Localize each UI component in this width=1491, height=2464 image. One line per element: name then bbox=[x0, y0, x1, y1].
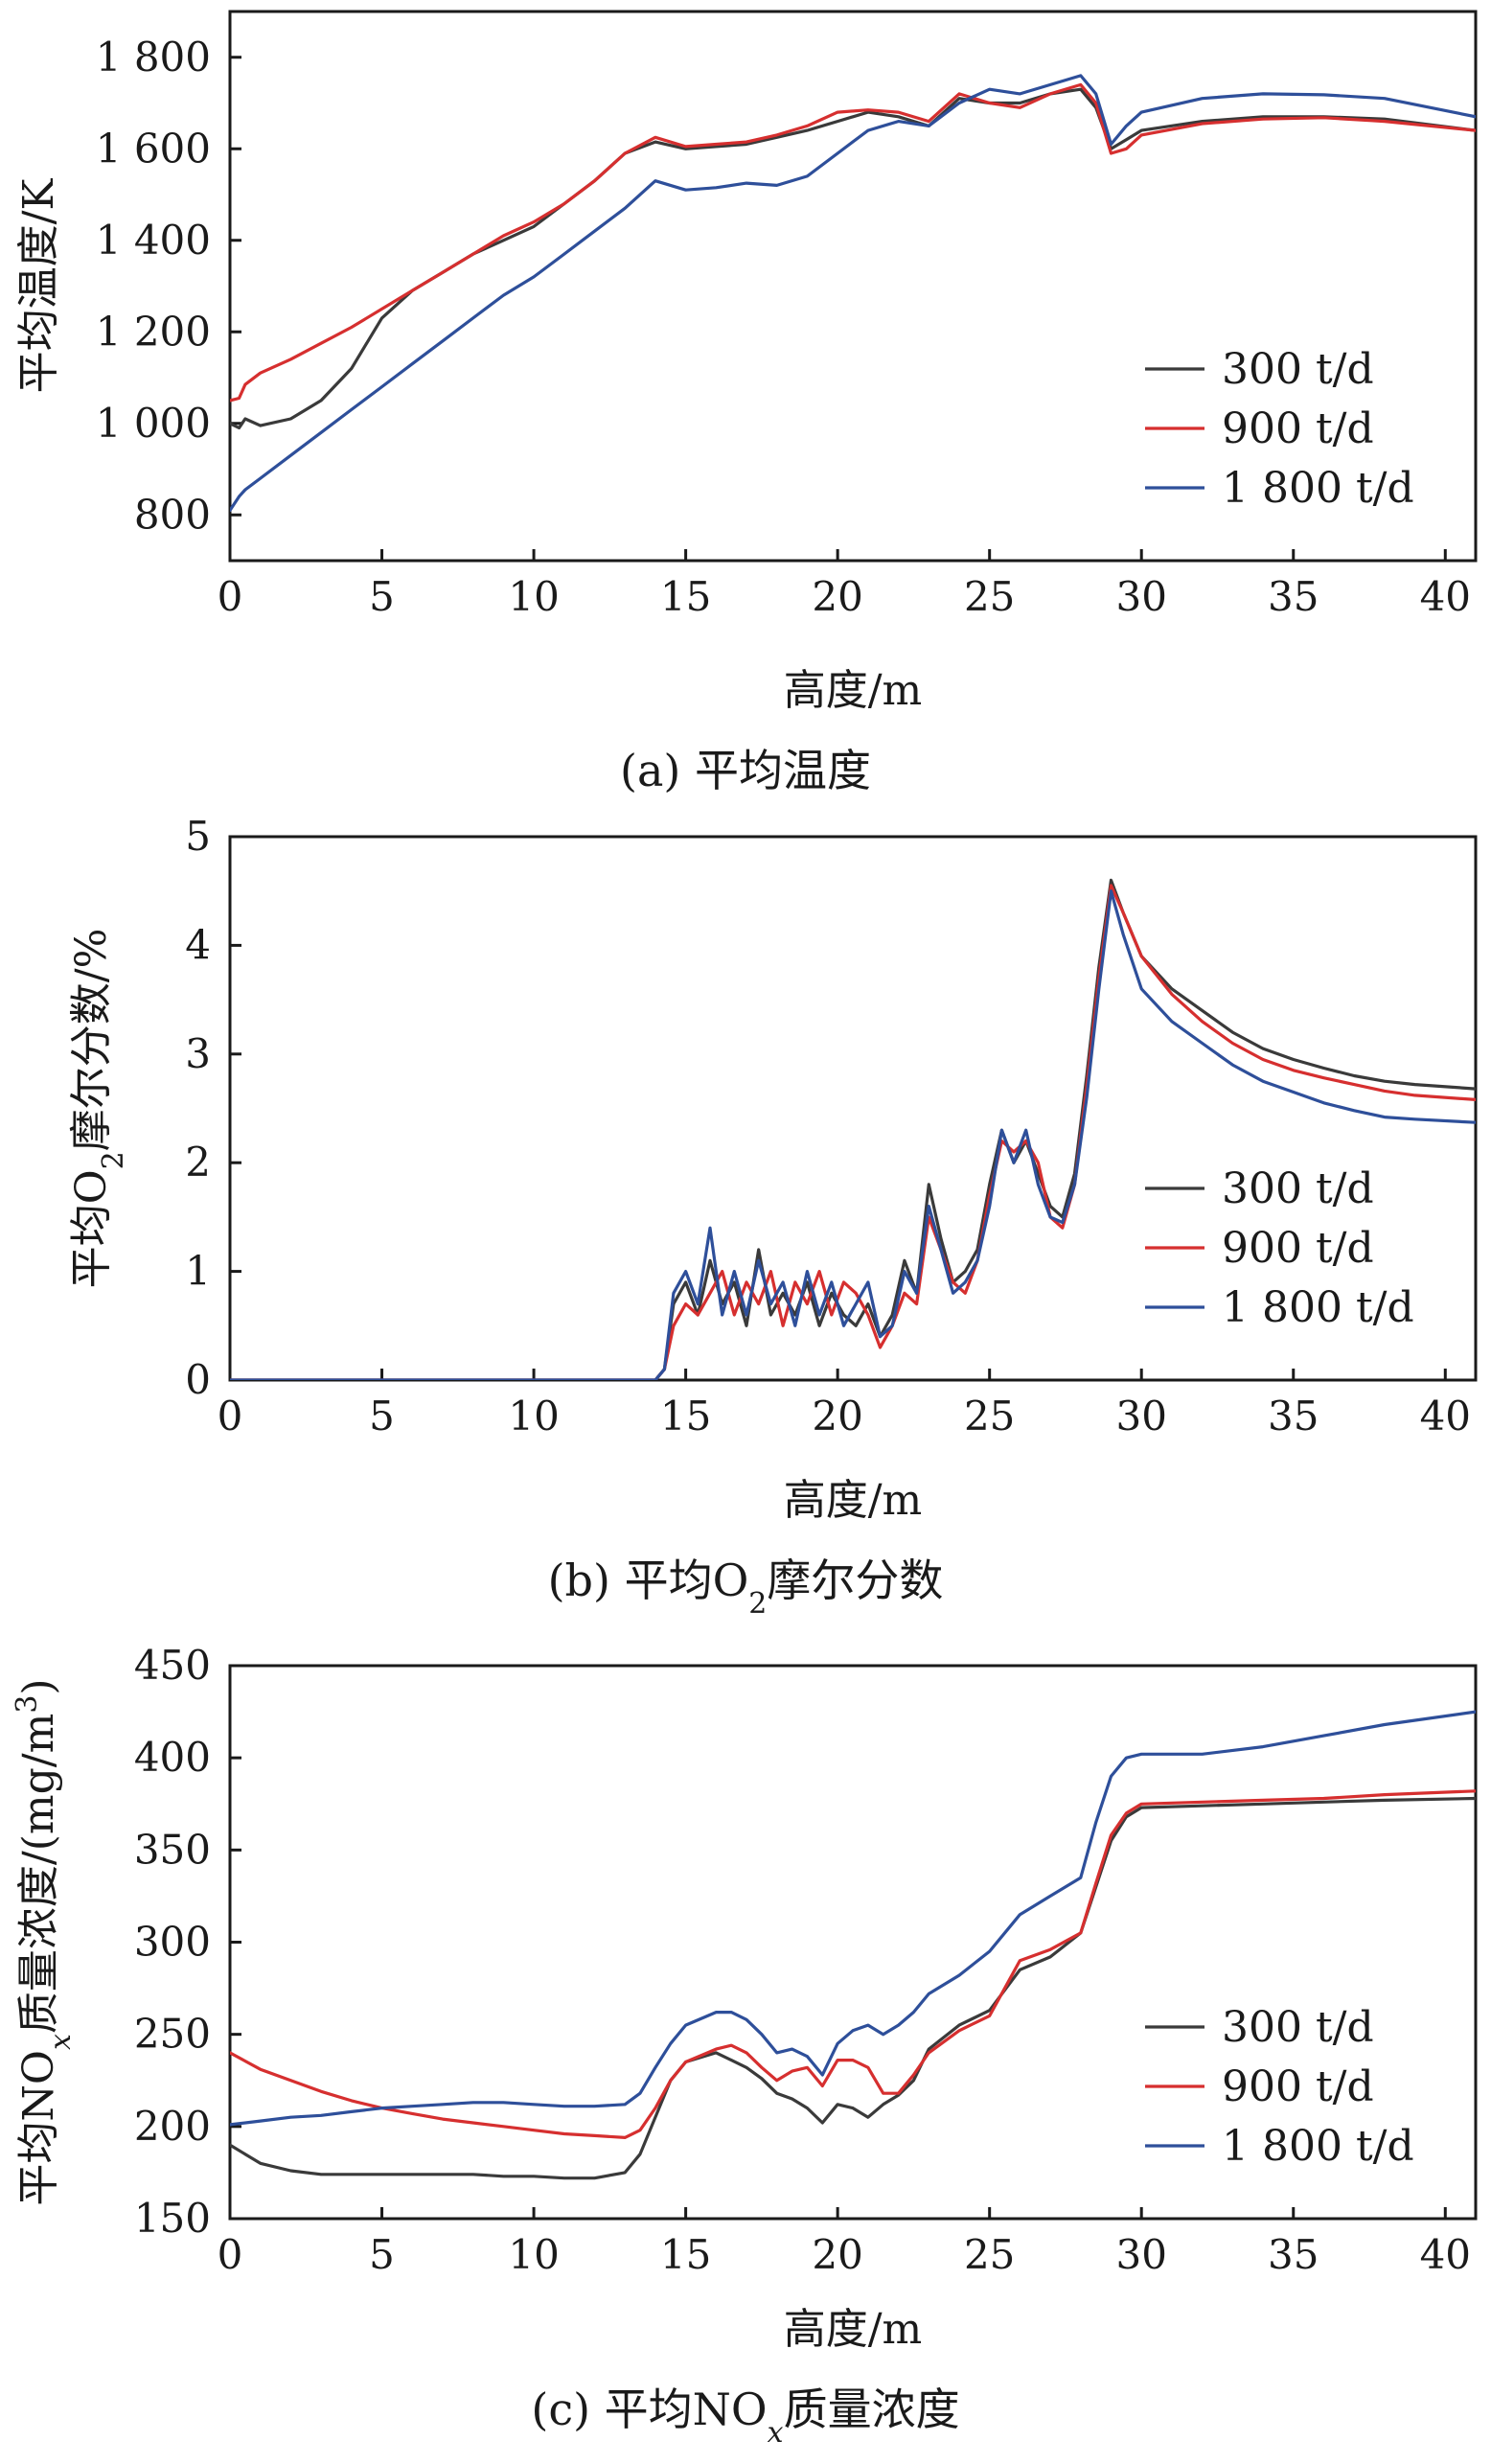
caption-part: (a) 平均温度 bbox=[620, 745, 871, 796]
y-tick-label: 200 bbox=[134, 2103, 211, 2150]
y-tick-label: 300 bbox=[134, 1919, 211, 1966]
x-tick-label: 35 bbox=[1268, 2231, 1319, 2278]
x-tick-label: 0 bbox=[218, 2231, 243, 2278]
legend-label: 300 t/d bbox=[1222, 2003, 1374, 2052]
x-tick-label: 30 bbox=[1115, 1393, 1166, 1439]
x-axis-label: 高度/m bbox=[784, 2305, 923, 2354]
x-axis-label: 高度/m bbox=[784, 666, 923, 715]
caption-part: 2 bbox=[748, 1587, 767, 1621]
legend-label: 1 800 t/d bbox=[1222, 464, 1414, 513]
plot-frame bbox=[228, 10, 1478, 563]
legend-label: 1 800 t/d bbox=[1222, 1283, 1414, 1332]
legend-label: 300 t/d bbox=[1222, 345, 1374, 394]
y-tick-label: 2 bbox=[185, 1139, 211, 1186]
legend-label: 900 t/d bbox=[1222, 404, 1374, 453]
y-tick-label: 5 bbox=[185, 813, 211, 860]
y-axis-label-part: 摩尔分数/% bbox=[67, 929, 116, 1152]
y-axis-label: 平均温度/K bbox=[14, 178, 63, 394]
y-tick-label: 1 600 bbox=[96, 125, 211, 172]
y-axis-label-part: 平均NO bbox=[14, 2050, 63, 2206]
x-tick-label: 25 bbox=[964, 2231, 1015, 2278]
x-tick-label: 15 bbox=[660, 1393, 711, 1439]
x-tick-label: 20 bbox=[812, 2231, 862, 2278]
x-tick-label: 10 bbox=[508, 573, 559, 620]
x-tick-label: 10 bbox=[508, 1393, 559, 1439]
x-tick-label: 35 bbox=[1268, 1393, 1319, 1439]
y-axis-label-part: 平均温度/K bbox=[14, 178, 63, 394]
x-tick-label: 15 bbox=[660, 2231, 711, 2278]
caption-part: x bbox=[768, 2416, 784, 2450]
y-tick-label: 1 000 bbox=[96, 400, 211, 447]
y-axis-label-part: 3 bbox=[11, 1695, 44, 1714]
y-tick-label: 1 400 bbox=[96, 217, 211, 264]
y-tick-label: 1 200 bbox=[96, 308, 211, 355]
x-tick-label: 25 bbox=[964, 1393, 1015, 1439]
caption-part: (b) 平均O bbox=[548, 1554, 749, 1606]
x-axis-label: 高度/m bbox=[784, 1476, 923, 1525]
y-tick-label: 800 bbox=[134, 491, 211, 538]
x-tick-label: 15 bbox=[660, 573, 711, 620]
x-tick-label: 10 bbox=[508, 2231, 559, 2278]
series-line-900t-d bbox=[230, 82, 1476, 403]
x-tick-label: 20 bbox=[812, 573, 862, 620]
plot-frame bbox=[228, 835, 1478, 1382]
x-tick-label: 40 bbox=[1420, 2231, 1471, 2278]
legend-label: 900 t/d bbox=[1222, 1224, 1374, 1273]
y-tick-label: 1 bbox=[185, 1248, 211, 1295]
y-axis-label-part: 质量浓度/(mg/m bbox=[14, 1714, 63, 2034]
x-tick-label: 0 bbox=[218, 1393, 243, 1439]
x-tick-label: 40 bbox=[1420, 573, 1471, 620]
y-tick-label: 0 bbox=[185, 1356, 211, 1403]
legend-label: 900 t/d bbox=[1222, 2062, 1374, 2111]
y-axis-label-part: 2 bbox=[97, 1151, 130, 1169]
caption-part: 质量浓度 bbox=[784, 2383, 960, 2435]
y-axis-label-part: 平均O bbox=[67, 1169, 116, 1288]
x-tick-label: 25 bbox=[964, 573, 1015, 620]
y-tick-label: 150 bbox=[134, 2195, 211, 2242]
series-line-1800t-d bbox=[230, 1710, 1476, 2127]
y-tick-label: 3 bbox=[185, 1030, 211, 1077]
x-tick-label: 30 bbox=[1115, 2231, 1166, 2278]
y-axis-label-part: x bbox=[44, 2034, 78, 2050]
y-tick-label: 250 bbox=[134, 2011, 211, 2058]
chart-panel-a: 0 5 10 15 20 25 30 35 40 800 1 000 1 200 1 400 1 600 1… bbox=[14, 10, 1478, 796]
caption-part: 摩尔分数 bbox=[767, 1554, 943, 1606]
series-line-1800t-d bbox=[230, 889, 1476, 1380]
chart-panel-b: 0 5 10 15 20 25 30 35 40 0 1 2 3 4 5 300 t/d 900 t/d 1 80… bbox=[67, 813, 1478, 1621]
x-tick-label: 5 bbox=[369, 2231, 395, 2278]
legend-label: 300 t/d bbox=[1222, 1164, 1374, 1213]
caption: (a) 平均温度 bbox=[620, 745, 871, 796]
y-axis-label: 平均O2摩尔分数/% bbox=[67, 929, 130, 1289]
x-tick-label: 5 bbox=[369, 1393, 395, 1439]
y-axis-label-part: ) bbox=[14, 1678, 63, 1694]
x-tick-label: 30 bbox=[1115, 573, 1166, 620]
caption-part: (c) 平均NO bbox=[531, 2383, 767, 2435]
x-tick-label: 5 bbox=[369, 573, 395, 620]
y-tick-label: 350 bbox=[134, 1826, 211, 1873]
series-line-300t-d bbox=[230, 87, 1476, 430]
y-tick-label: 1 800 bbox=[96, 34, 211, 81]
series-line-1800t-d bbox=[230, 74, 1476, 513]
legend-label: 1 800 t/d bbox=[1222, 2122, 1414, 2171]
y-tick-label: 400 bbox=[134, 1734, 211, 1781]
x-tick-label: 35 bbox=[1268, 573, 1319, 620]
x-tick-label: 20 bbox=[812, 1393, 862, 1439]
caption: (b) 平均O2摩尔分数 bbox=[548, 1554, 944, 1621]
y-axis-label: 平均NOx质量浓度/(mg/m3) bbox=[11, 1678, 78, 2205]
chart-panel-c: 0 5 10 15 20 25 30 35 40 150 200 250 300 350 400 450 300… bbox=[11, 1642, 1478, 2450]
y-tick-label: 4 bbox=[185, 921, 211, 968]
caption: (c) 平均NOx质量浓度 bbox=[531, 2383, 959, 2450]
series-line-900t-d bbox=[230, 1789, 1476, 2139]
y-tick-label: 450 bbox=[134, 1642, 211, 1689]
x-tick-label: 40 bbox=[1420, 1393, 1471, 1439]
x-tick-label: 0 bbox=[218, 573, 243, 620]
series-line-300t-d bbox=[230, 878, 1476, 1380]
